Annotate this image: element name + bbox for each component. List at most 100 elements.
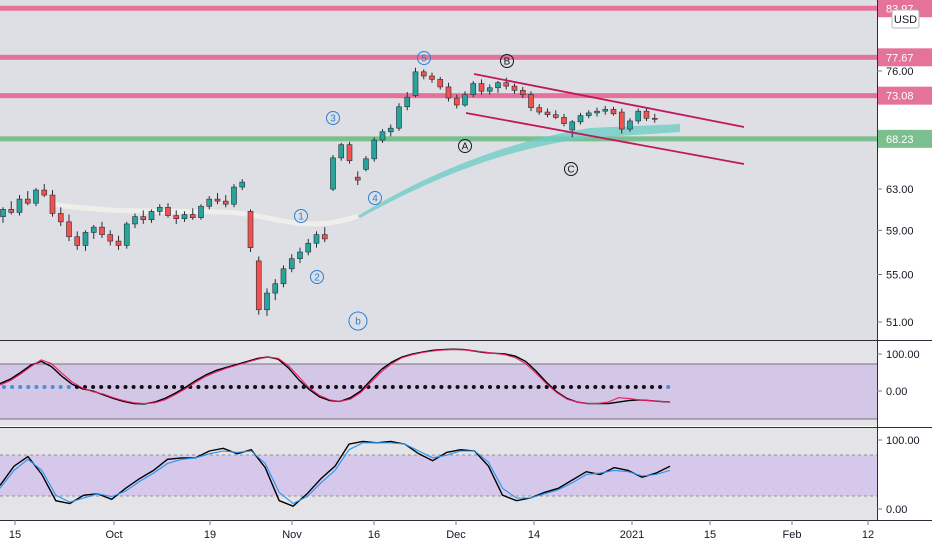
candle-2: [16, 195, 23, 216]
osc2-series-0: [0, 440, 671, 508]
candle-34: [280, 265, 287, 288]
osc1-dot-70: [569, 385, 573, 389]
osc1-dot-25: [204, 385, 209, 389]
osc1-dot-62: [504, 385, 509, 389]
price-badge-5: [878, 86, 932, 105]
osc1-dot-18: [147, 385, 152, 389]
candle-6: [49, 190, 56, 217]
moving-average-line: [49, 201, 359, 227]
time-tick-label-0: 15: [9, 529, 21, 541]
price-tick-label-4: 68.23: [886, 134, 914, 146]
currency-badge: [891, 9, 920, 29]
osc1-dot-80: [650, 385, 654, 389]
osc1-dot-66: [536, 385, 541, 389]
osc1-dot-32: [261, 385, 266, 389]
candle-47: [387, 124, 394, 137]
candles: [0, 67, 658, 316]
level-line-0: [0, 5, 877, 11]
wave-circle-4: [417, 51, 431, 65]
osc1-dot-77: [625, 385, 630, 389]
time-tick-label-9: Feb: [783, 529, 802, 541]
osc1-lines: [0, 348, 671, 405]
osc1-dot-40: [326, 385, 330, 389]
candle-22: [181, 211, 188, 222]
osc2-series-1: [0, 442, 671, 505]
osc1-dot-33: [269, 385, 274, 389]
level-line-3: [0, 136, 877, 142]
candle-20: [165, 203, 171, 218]
candle-10: [82, 230, 89, 251]
wave-label-4: 5: [421, 54, 427, 65]
level-line-1: [0, 54, 877, 60]
osc1-dot-63: [512, 385, 517, 389]
channel-upper-line: [473, 73, 745, 128]
candle-43: [354, 171, 361, 186]
wave-label-5: A: [462, 142, 469, 153]
time-tick-label-4: 16: [368, 529, 380, 541]
candle-33: [272, 279, 279, 301]
osc1-dot-81: [658, 385, 663, 389]
wave-circle-2: [326, 111, 340, 125]
osc1-dot-76: [617, 385, 622, 389]
candle-16: [132, 213, 138, 229]
main-panel-background: [0, 0, 877, 340]
osc2-axis: 100.00 0.00: [877, 435, 920, 516]
time-tick-label-6: 14: [528, 529, 540, 541]
candle-78: [643, 108, 650, 121]
candle-76: [627, 118, 633, 132]
wave-circle-0: [294, 209, 308, 223]
candle-48: [396, 103, 402, 131]
candle-49: [404, 92, 411, 111]
candle-67: [552, 110, 559, 120]
candle-17: [140, 210, 147, 224]
candle-1: [8, 201, 15, 215]
candle-54: [445, 82, 452, 102]
osc2-tick-label-1: 0.00: [886, 504, 907, 516]
candle-40: [330, 155, 336, 192]
wave-label-2: 3: [330, 114, 336, 125]
osc1-axis: 100.00 0.00: [877, 349, 920, 398]
candle-75: [618, 108, 625, 134]
candle-73: [602, 105, 609, 115]
candle-77: [635, 108, 642, 124]
osc1-dot-15: [123, 385, 128, 389]
candle-19: [156, 204, 163, 216]
osc1-series-1: [0, 349, 671, 405]
candle-57: [470, 81, 477, 98]
osc1-dot-49: [398, 385, 403, 389]
osc1-dot-65: [528, 385, 533, 389]
candle-5: [41, 184, 48, 198]
osc1-dot-1: [10, 385, 15, 389]
osc1-dot-52: [423, 385, 428, 389]
candle-63: [519, 86, 526, 99]
price-tick-label-1: 55.00: [886, 269, 914, 281]
candle-50: [412, 67, 419, 98]
osc1-dot-21: [172, 385, 177, 389]
time-axis: 15 Oct 19 Nov 16 Dec 14 2021 15 Feb 12: [9, 520, 874, 541]
candle-21: [173, 210, 180, 224]
candle-26: [214, 193, 221, 205]
candle-12: [99, 221, 105, 238]
osc1-tick-label-0: 100.00: [886, 349, 920, 361]
osc1-dot-51: [415, 385, 420, 389]
osc1-dot-79: [641, 385, 646, 389]
currency-label: USD: [894, 14, 917, 26]
osc1-dot-71: [577, 385, 582, 389]
candle-32: [264, 288, 270, 316]
osc1-dot-61: [496, 385, 501, 389]
candle-39: [321, 227, 328, 243]
candle-11: [90, 225, 97, 239]
price-tick-label-5: 73.08: [886, 91, 914, 103]
candle-35: [288, 254, 295, 273]
osc1-dot-0: [2, 385, 6, 389]
price-tick-label-3: 63.00: [886, 184, 914, 196]
candle-23: [189, 208, 196, 220]
osc1-dot-29: [236, 385, 241, 389]
osc1-dot-39: [317, 385, 322, 389]
horizontal-levels: [0, 5, 877, 142]
osc1-dot-42: [342, 385, 347, 389]
candle-71: [585, 110, 592, 119]
level-line-2: [0, 93, 877, 99]
candle-60: [495, 81, 501, 93]
time-tick-label-1: Oct: [105, 529, 122, 541]
